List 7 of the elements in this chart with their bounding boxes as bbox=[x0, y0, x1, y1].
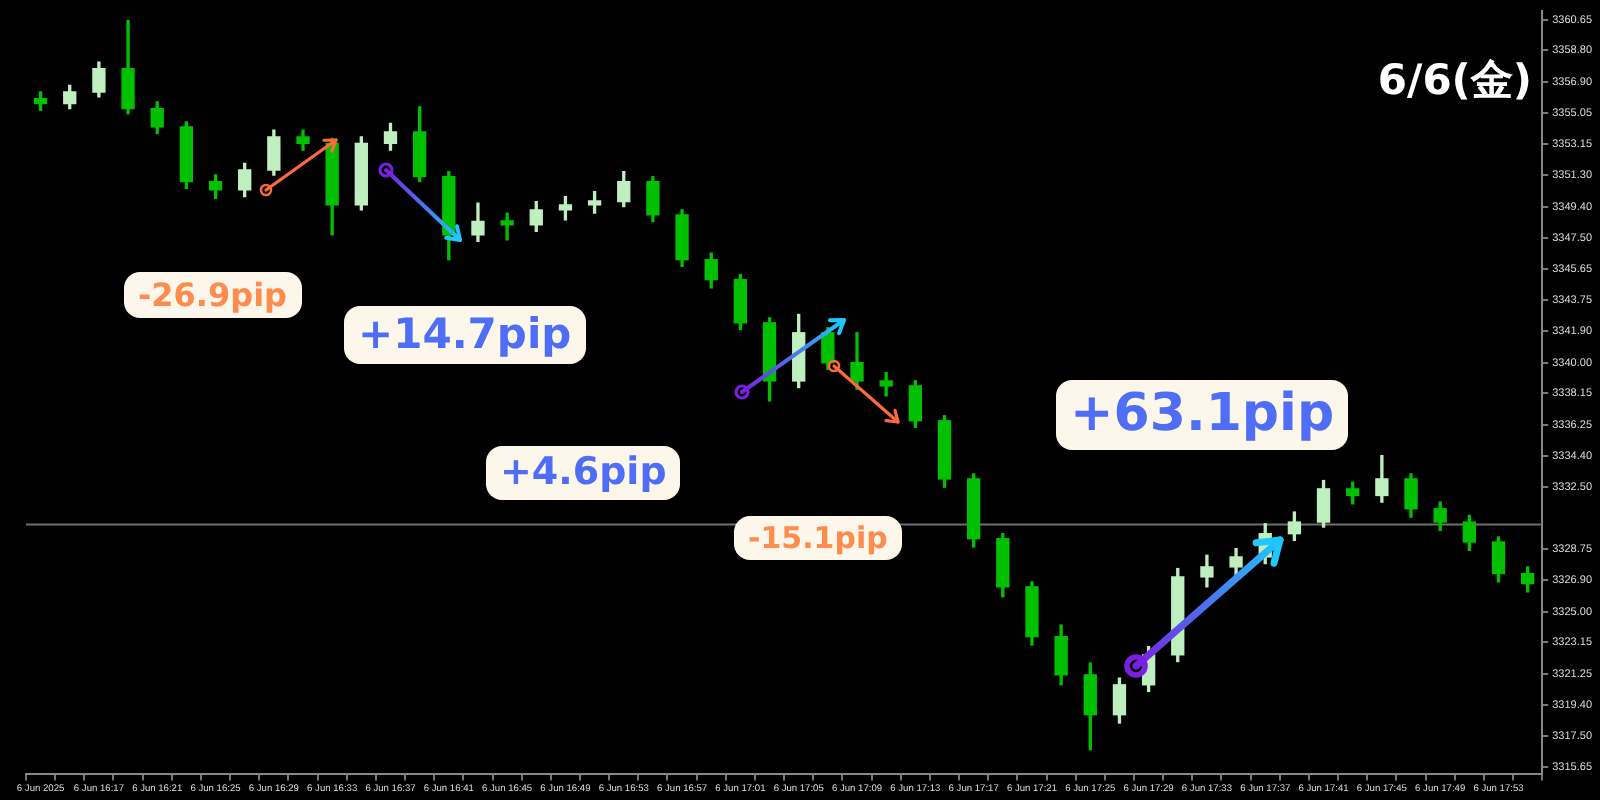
annotation: -15.1pip bbox=[734, 516, 902, 560]
candlestick bbox=[500, 212, 514, 241]
annotation: +14.7pip bbox=[344, 306, 586, 365]
annotation: -26.9pip bbox=[124, 272, 302, 319]
text: 6/6(金) bbox=[1377, 54, 1532, 108]
annotation: +63.1pip bbox=[1056, 380, 1349, 451]
annotation: +4.6pip bbox=[486, 446, 681, 500]
